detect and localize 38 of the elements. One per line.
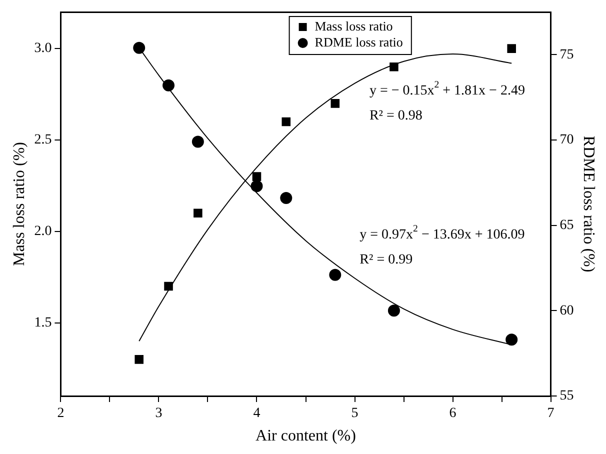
point (507, 44, 516, 53)
point (282, 117, 291, 126)
legend-label: RDME loss ratio (314, 34, 403, 50)
point (329, 268, 342, 281)
legend-label: Mass loss ratio (314, 18, 393, 34)
y2-tick-label: 75 (560, 47, 574, 62)
y-tick-label: 2.5 (34, 132, 52, 148)
point (330, 99, 340, 108)
point (388, 304, 400, 317)
annotation: R² = 0.98 (369, 108, 422, 124)
point (390, 62, 398, 72)
y-axis-title: Mass loss ratio (%) (10, 142, 28, 266)
y-tick-label: 1.5 (34, 316, 52, 331)
point (252, 172, 262, 181)
annotation: R² = 0.99 (360, 252, 413, 268)
x-tick-label: 5 (351, 406, 358, 422)
x-tick-label: 4 (253, 406, 260, 422)
point (162, 79, 175, 92)
y2-tick-label: 65 (560, 218, 574, 234)
x-tick-label: 7 (547, 406, 554, 422)
point (250, 180, 263, 192)
y2-tick-label: 60 (560, 303, 574, 318)
point (506, 334, 518, 346)
point (192, 136, 204, 148)
x-axis-title: Air content (%) (256, 428, 356, 445)
x-tick-label: 6 (449, 406, 456, 422)
point (133, 42, 146, 54)
y2-tick-label: 55 (560, 388, 574, 404)
x-tick-label: 2 (57, 406, 64, 422)
y-tick-label: 2.0 (34, 224, 52, 240)
point (164, 282, 173, 291)
y2-tick-label: 70 (560, 132, 574, 148)
y-tick-label: 3.0 (34, 41, 52, 56)
point (194, 208, 202, 218)
y2-axis-title: RDME loss ratio (%) (580, 136, 598, 272)
point (134, 355, 144, 364)
point (280, 192, 292, 204)
x-tick-label: 3 (155, 406, 162, 422)
